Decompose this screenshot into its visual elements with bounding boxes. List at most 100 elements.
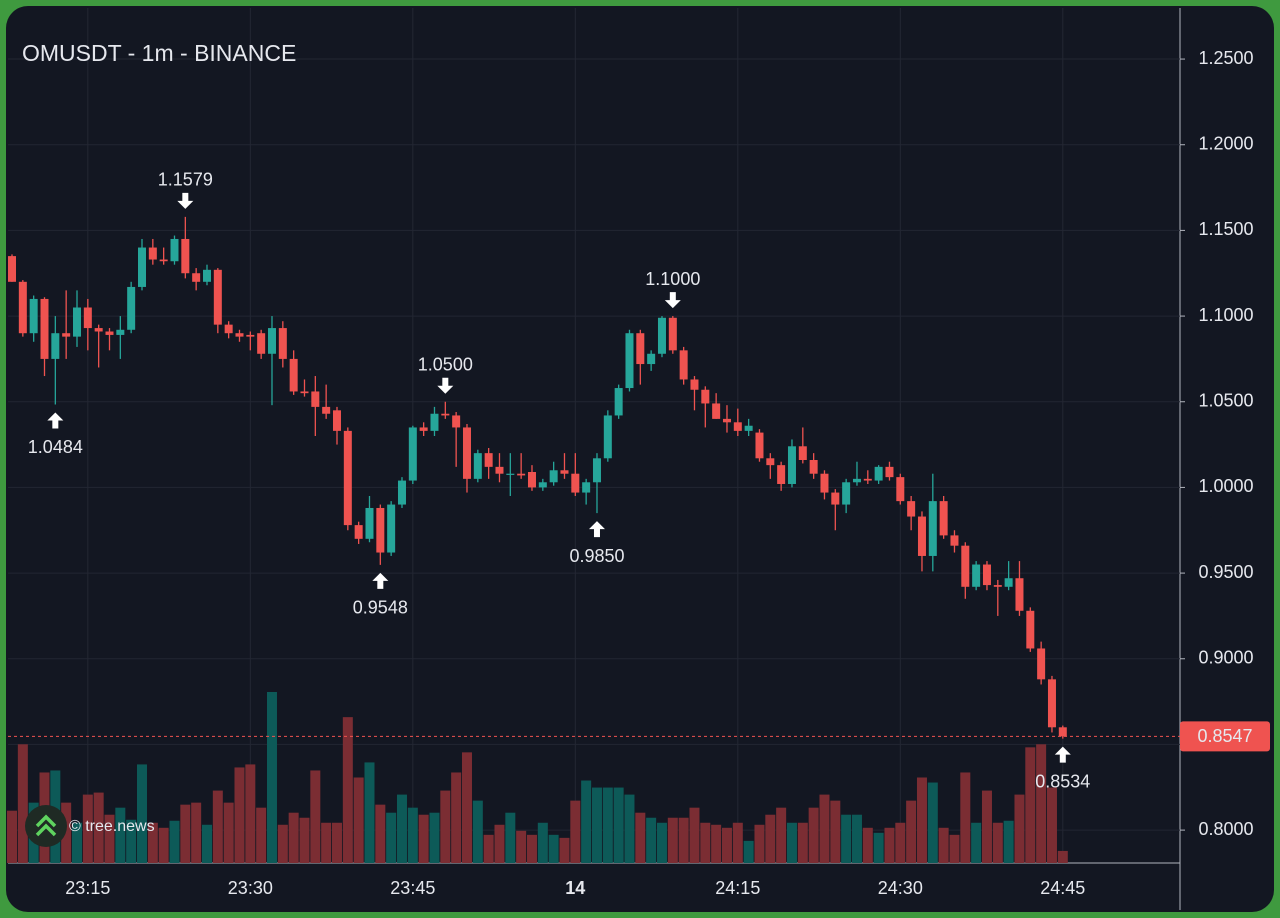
- candle-body: [885, 466, 894, 478]
- volume-bar: [516, 830, 527, 863]
- candle-body: [961, 545, 970, 587]
- candle-body: [322, 406, 331, 414]
- candle-body: [192, 273, 201, 282]
- y-tick-label: 1.0000: [1198, 476, 1253, 496]
- volume-bar: [1003, 820, 1014, 863]
- y-tick-label: 1.1500: [1198, 219, 1253, 239]
- candle-body: [40, 298, 49, 359]
- volume-bar: [266, 692, 277, 863]
- candle-body: [213, 269, 222, 325]
- candle-body: [798, 446, 807, 461]
- volume-bar: [808, 807, 819, 863]
- volume-bar: [126, 819, 137, 863]
- volume-bar: [429, 812, 440, 863]
- volume-bar: [353, 777, 364, 863]
- chart-title: OMUSDT - 1m - BINANCE: [22, 40, 296, 66]
- candle-body: [690, 379, 699, 390]
- volume-bar: [624, 794, 635, 863]
- volume-bar: [115, 807, 126, 863]
- candle-body: [235, 333, 244, 337]
- y-tick-label: 1.1000: [1198, 305, 1253, 325]
- annotation-label: 1.1000: [645, 269, 700, 289]
- candle-body: [94, 328, 103, 332]
- volume-bar: [548, 834, 559, 863]
- volume-bar: [559, 837, 570, 863]
- candle-body: [1037, 648, 1046, 680]
- volume-bar: [136, 764, 147, 863]
- volume-bar: [440, 790, 451, 863]
- candle-body: [83, 307, 92, 329]
- volume-bar: [711, 824, 722, 863]
- volume-bar: [981, 790, 992, 863]
- volume-bar: [375, 804, 386, 863]
- candle-body: [116, 329, 125, 335]
- volume-bar: [1046, 787, 1057, 863]
- volume-bar: [841, 814, 852, 863]
- candle-body: [18, 281, 27, 334]
- candle-body: [29, 298, 38, 334]
- candle-body: [614, 388, 623, 416]
- arrow: [372, 572, 389, 589]
- candle-body: [939, 501, 948, 536]
- volume-bar: [971, 822, 982, 863]
- candle-body: [387, 504, 396, 553]
- candle-body: [278, 328, 287, 359]
- volume-bar: [700, 822, 711, 863]
- candle-body: [744, 425, 753, 431]
- volume-bar: [765, 814, 776, 863]
- candle-body: [874, 466, 883, 481]
- volume-bar: [851, 814, 862, 863]
- volume-bar: [483, 834, 494, 863]
- volume-bar: [234, 767, 245, 863]
- candle-body: [982, 564, 991, 586]
- candle-body: [1004, 578, 1013, 587]
- candle-body: [917, 516, 926, 556]
- volume-bar: [656, 822, 667, 863]
- y-tick-label: 0.9000: [1198, 648, 1253, 668]
- volume-bar: [472, 800, 483, 863]
- panel: [6, 6, 1274, 912]
- volume-bar: [212, 790, 223, 863]
- candle-body: [170, 238, 179, 262]
- volume-bar: [938, 827, 949, 863]
- candle-body: [267, 328, 276, 354]
- candle-body: [679, 350, 688, 380]
- candle-body: [376, 507, 385, 553]
- volume-bar: [732, 822, 743, 863]
- candle-body: [181, 238, 190, 274]
- volume-bar: [1014, 794, 1025, 863]
- candle-body: [257, 333, 266, 354]
- volume-bar: [591, 787, 602, 863]
- arrow: [437, 377, 454, 394]
- candle-body: [527, 471, 536, 488]
- volume-bar: [396, 794, 407, 863]
- candle-body: [701, 389, 710, 404]
- candle-body: [72, 307, 81, 337]
- volume-bar: [602, 787, 613, 863]
- candle-body: [506, 473, 515, 475]
- arrow: [664, 292, 681, 309]
- candle-body: [441, 413, 450, 416]
- volume-bar: [581, 780, 592, 863]
- x-tick-label: 23:30: [228, 878, 273, 898]
- logo-icon: [35, 814, 57, 837]
- volume-bar: [960, 772, 971, 863]
- annotation-label: 1.0484: [28, 437, 83, 457]
- candle-body: [517, 473, 526, 476]
- volume-bar: [71, 822, 82, 863]
- x-tick-label: 23:45: [390, 878, 435, 898]
- annotation-label: 0.9548: [353, 598, 408, 618]
- candle-body: [582, 482, 591, 493]
- candle-body: [560, 470, 569, 474]
- candle-body: [950, 535, 959, 546]
- volume-bar: [613, 787, 624, 863]
- volume-bar: [61, 802, 72, 863]
- y-tick-label: 1.2500: [1198, 48, 1253, 68]
- volume-bar: [147, 822, 158, 863]
- arrow: [177, 192, 194, 209]
- last-price-label: 0.8547: [1197, 726, 1252, 746]
- volume-bar: [93, 792, 104, 863]
- candle-body: [777, 465, 786, 484]
